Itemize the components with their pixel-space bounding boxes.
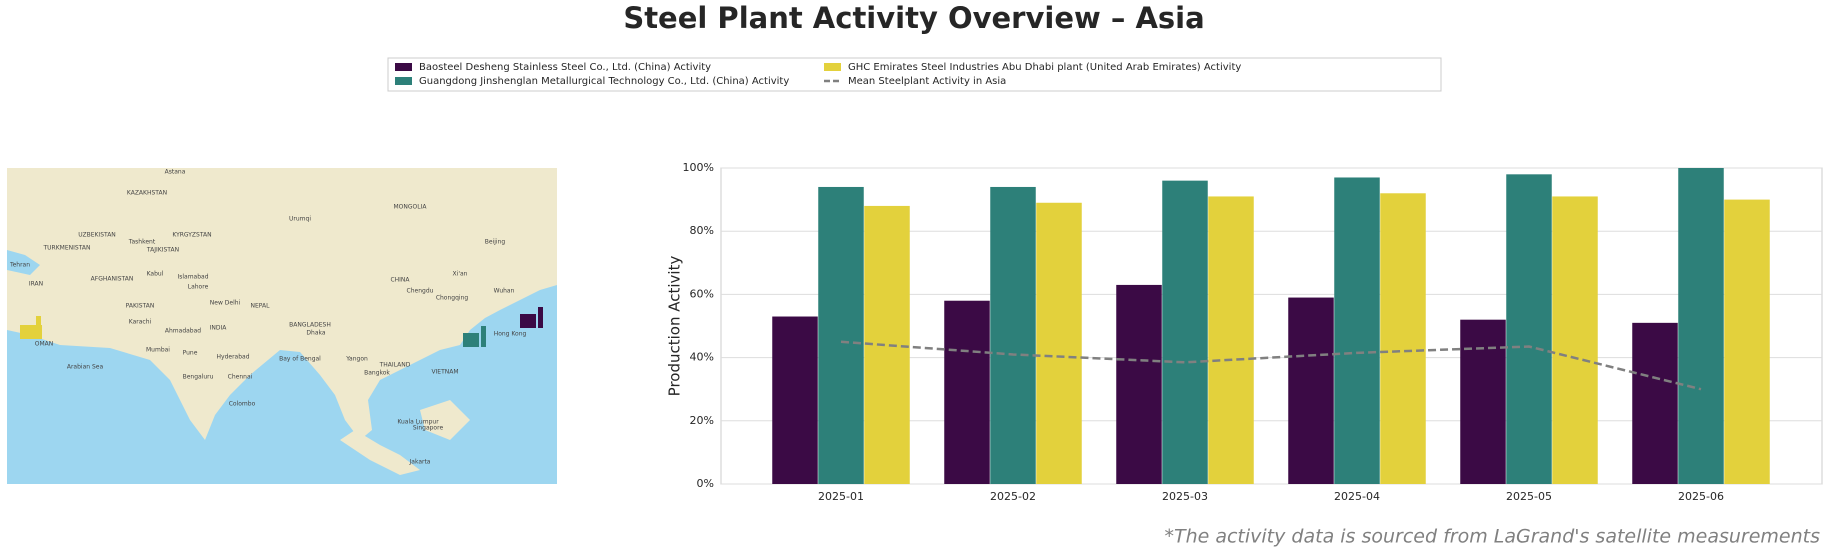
map-label: Urumqi	[289, 216, 311, 223]
legend-label: GHC Emirates Steel Industries Abu Dhabi …	[848, 62, 1241, 73]
chart-title: Steel Plant Activity Overview – Asia	[623, 1, 1204, 35]
map-label: Bangkok	[364, 370, 390, 377]
legend-swatch	[395, 77, 412, 85]
legend-label: Guangdong Jinshenglan Metallurgical Tech…	[419, 76, 789, 87]
map-label: Hong Kong	[494, 331, 527, 338]
marks	[772, 168, 1770, 485]
plant-icon	[463, 326, 486, 347]
legend: Baosteel Desheng Stainless Steel Co., Lt…	[387, 57, 1442, 92]
y-tick-label: 60%	[690, 287, 714, 300]
x-tick-label: 2025-06	[1678, 490, 1724, 503]
map-label: Tehran	[9, 262, 30, 269]
y-tick-label: 40%	[690, 351, 714, 364]
map-label: INDIA	[210, 325, 228, 332]
map-labels: Astana KAZAKHSTAN MONGOLIA UZBEKISTAN KYRGYZ…	[9, 169, 527, 466]
y-tick-label: 0%	[697, 477, 714, 490]
map-label: Chengdu	[407, 288, 434, 295]
y-axis-label: Production Activity	[666, 256, 684, 397]
map-label: Karachi	[129, 319, 152, 326]
y-tick-label: 80%	[690, 224, 714, 237]
map-label: Mumbai	[146, 347, 170, 354]
map-label: New Delhi	[210, 300, 241, 307]
x-tick-label: 2025-02	[990, 490, 1036, 503]
map-label: BANGLADESH	[289, 322, 331, 329]
map-label: Bengaluru	[183, 374, 214, 381]
legend-label: Mean Steelplant Activity in Asia	[848, 76, 1006, 87]
map-label: Colombo	[229, 401, 256, 408]
map-label: THAILAND	[379, 362, 411, 369]
bar	[1552, 196, 1598, 484]
bar	[1724, 199, 1770, 484]
legend-swatch	[824, 63, 841, 71]
map-label: AFGHANISTAN	[91, 276, 134, 283]
map-label: Arabian Sea	[67, 364, 104, 371]
x-tick-label: 2025-04	[1334, 490, 1380, 503]
bar	[1380, 193, 1426, 484]
map-label: TAJIKISTAN	[146, 247, 179, 254]
plant-icon	[520, 307, 543, 328]
map-label: Wuhan	[494, 288, 515, 295]
bar	[1506, 174, 1552, 484]
bar	[1632, 322, 1678, 484]
y-tick-label: 100%	[683, 161, 714, 174]
map-label: Beijing	[485, 239, 506, 246]
map-label: Bay of Bengal	[279, 356, 321, 363]
map-label: Dhaka	[306, 330, 325, 337]
bar	[1036, 202, 1082, 484]
x-tick-label: 2025-03	[1162, 490, 1208, 503]
map-label: NEPAL	[251, 303, 271, 310]
map-label: IRAN	[29, 281, 43, 288]
map-label: Kabul	[147, 271, 164, 278]
map-caspian	[7, 250, 40, 275]
map-label: CHINA	[390, 277, 410, 284]
map-label: VIETNAM	[431, 369, 458, 376]
map-label: Tashkent	[128, 239, 156, 246]
map-island	[340, 430, 420, 475]
map-label: Astana	[165, 169, 186, 176]
map-island	[420, 400, 470, 440]
map-label: Jakarta	[409, 459, 431, 466]
footnote: *The activity data is sourced from LaGra…	[1164, 526, 1820, 548]
bar	[1208, 196, 1254, 484]
map-label: UZBEKISTAN	[78, 232, 116, 239]
map-label: PAKISTAN	[126, 303, 155, 310]
map-label: Xi'an	[453, 271, 468, 278]
legend-box	[387, 57, 1442, 92]
map-label: Islamabad	[177, 274, 208, 281]
bar	[1678, 168, 1724, 484]
bar	[818, 186, 864, 484]
bar	[990, 186, 1036, 484]
map-label: Chongqing	[436, 295, 469, 302]
map-sea	[7, 285, 557, 484]
bar	[772, 316, 818, 484]
bar	[1334, 177, 1380, 485]
map-label: KAZAKHSTAN	[127, 190, 167, 197]
map-label: Pune	[183, 350, 198, 357]
map-label: Yangon	[345, 356, 368, 363]
y-tick-label: 20%	[690, 414, 714, 427]
legend-label: Baosteel Desheng Stainless Steel Co., Lt…	[419, 62, 711, 73]
bar	[1162, 180, 1208, 484]
map-label: Hyderabad	[217, 354, 250, 361]
map-label: Chennai	[228, 374, 253, 381]
bar	[944, 300, 990, 484]
plant-icon	[20, 316, 42, 339]
map-label: Singapore	[413, 425, 444, 432]
map-label: Ahmadabad	[165, 328, 201, 335]
bar	[1116, 284, 1162, 484]
map-label: Lahore	[188, 284, 209, 291]
bar	[1460, 319, 1506, 484]
map: Astana KAZAKHSTAN MONGOLIA UZBEKISTAN KYRGYZ…	[7, 168, 557, 484]
map-label: Kuala Lumpur	[397, 419, 439, 426]
x-tick-label: 2025-01	[818, 490, 864, 503]
map-label: TURKMENISTAN	[43, 245, 91, 252]
legend-swatch	[395, 63, 412, 71]
map-label: OMAN	[35, 341, 54, 348]
x-tick-label: 2025-05	[1506, 490, 1552, 503]
map-label: KYRGYZSTAN	[172, 232, 211, 239]
bar	[1288, 297, 1334, 484]
map-label: MONGOLIA	[394, 204, 428, 211]
